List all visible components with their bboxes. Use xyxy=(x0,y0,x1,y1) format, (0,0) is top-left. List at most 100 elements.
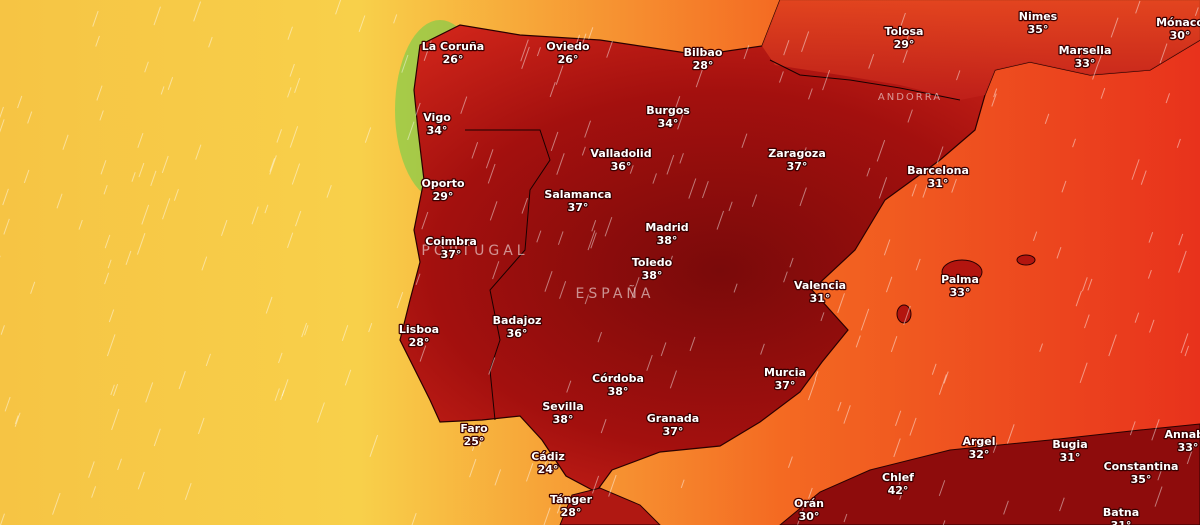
city-name: Zaragoza xyxy=(768,147,826,160)
wind-streak xyxy=(789,257,794,268)
city-temp: 35° xyxy=(1131,473,1152,486)
wind-streak xyxy=(1061,180,1067,193)
wind-streak xyxy=(860,308,870,331)
country-label: PORTUGAL xyxy=(421,243,528,259)
wind-streak xyxy=(902,50,908,63)
wind-streak xyxy=(808,88,813,100)
city-name: Coimbra xyxy=(425,235,477,248)
wind-streak xyxy=(1184,345,1190,357)
city-temp: 37° xyxy=(568,201,589,214)
city-temp: 34° xyxy=(658,117,679,130)
wind-streak xyxy=(1154,486,1163,507)
wind-streak xyxy=(341,325,349,341)
wind-streak xyxy=(276,129,282,143)
city-name: Tánger xyxy=(550,493,593,506)
wind-streak xyxy=(167,77,174,90)
city-name: Valladolid xyxy=(590,147,651,160)
city-temp: 37° xyxy=(775,379,796,392)
wind-streak xyxy=(606,41,613,58)
wind-streak xyxy=(100,160,107,175)
wind-streak xyxy=(837,293,845,313)
city-name: Bilbao xyxy=(684,46,723,59)
wind-streak xyxy=(1134,312,1140,323)
city-name: Toledo xyxy=(632,256,673,269)
city-name: Sevilla xyxy=(542,400,583,413)
wind-streak xyxy=(787,456,793,468)
wind-streak xyxy=(326,184,332,198)
wind-streak xyxy=(1108,334,1117,357)
city-name: Salamanca xyxy=(544,188,611,201)
wind-streak xyxy=(1110,17,1119,38)
wind-streak xyxy=(78,219,83,230)
wind-streak xyxy=(221,219,228,236)
wind-streak xyxy=(938,480,946,497)
wind-streak xyxy=(878,177,888,199)
wind-streak xyxy=(125,250,132,265)
wind-streak xyxy=(556,494,565,514)
wind-streak xyxy=(485,149,494,169)
wind-streak xyxy=(795,369,800,379)
city-temp: 30° xyxy=(799,510,820,523)
wind-streak xyxy=(178,371,186,390)
wind-streak xyxy=(304,325,309,336)
wind-streak xyxy=(669,370,677,389)
city-name: Batna xyxy=(1103,506,1139,519)
wind-streak xyxy=(677,112,684,130)
city-temp: 32° xyxy=(969,448,990,461)
wind-streak xyxy=(936,146,944,164)
wind-streak xyxy=(557,231,564,245)
wind-streak xyxy=(136,233,146,255)
city-name: Granada xyxy=(647,412,699,425)
city-name: Argel xyxy=(962,435,995,448)
wind-streak xyxy=(1059,497,1065,512)
wind-streak xyxy=(993,88,998,98)
wind-streak xyxy=(1092,61,1100,80)
city-name: Marsella xyxy=(1059,44,1112,57)
wind-streak xyxy=(799,187,807,207)
wind-streak xyxy=(104,234,111,249)
wind-streak xyxy=(689,336,696,352)
city-name: Oviedo xyxy=(546,40,590,53)
wind-streak xyxy=(1056,246,1062,259)
city-temp: 31° xyxy=(810,292,831,305)
wind-streak xyxy=(137,132,144,148)
wind-streak xyxy=(108,309,115,323)
city-temp: 38° xyxy=(657,234,678,247)
city-temp: 25° xyxy=(464,435,485,448)
morocco-land xyxy=(559,487,661,525)
wind-streak xyxy=(1148,231,1154,243)
city-temp: 37° xyxy=(787,160,808,173)
wind-streak xyxy=(344,369,352,386)
city-temp: 30° xyxy=(1170,29,1191,42)
wind-streak xyxy=(411,512,417,525)
wind-streak xyxy=(106,334,116,357)
wind-streak xyxy=(1157,468,1163,481)
wind-streak xyxy=(1178,233,1184,246)
wind-streak xyxy=(103,184,108,195)
wind-streak xyxy=(584,120,591,138)
wind-streak xyxy=(1072,138,1076,148)
wind-streak xyxy=(807,379,817,401)
wind-streak xyxy=(160,86,165,95)
wind-streak xyxy=(1044,113,1050,124)
wind-streak xyxy=(460,96,468,114)
city-temp: 35° xyxy=(1028,23,1049,36)
city-name: La Coruña xyxy=(422,40,484,53)
wind-streak xyxy=(1075,290,1082,307)
country-label: ESPAÑA xyxy=(576,285,655,302)
wind-streak xyxy=(581,146,586,156)
wind-streak xyxy=(251,206,259,225)
wind-streak xyxy=(471,441,477,451)
wind-streak xyxy=(536,47,541,57)
wind-streak xyxy=(205,353,211,367)
wind-streak xyxy=(566,380,572,393)
wind-streak xyxy=(1135,0,1141,14)
wind-streak xyxy=(289,126,299,148)
wind-streak xyxy=(335,0,342,15)
wind-streak xyxy=(943,371,949,384)
wind-streak xyxy=(294,210,302,227)
wind-streak xyxy=(895,475,903,495)
wind-streak xyxy=(150,170,157,187)
